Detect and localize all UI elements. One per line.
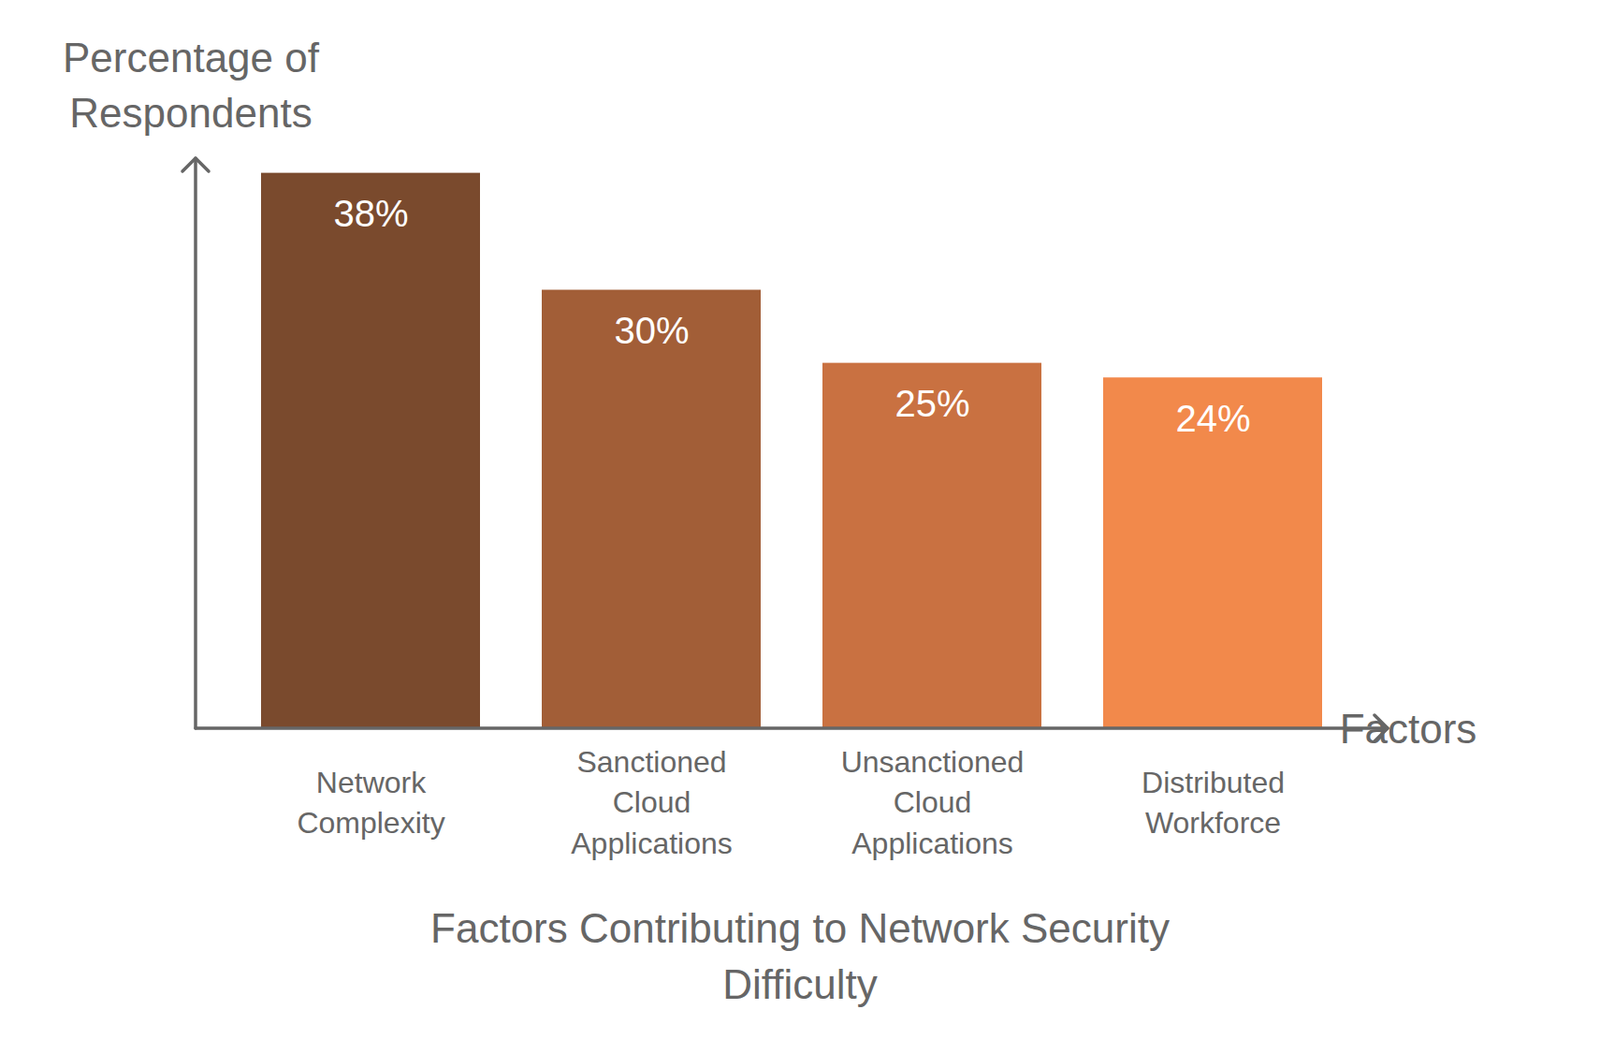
- svg-text:38%: 38%: [333, 192, 408, 234]
- html-text:Percentage of Respondents: Percentage of Respondents: [62, 34, 320, 136]
- svg-text:SanctionedCloudApplications: SanctionedCloudApplications: [570, 744, 733, 859]
- svg-text:UnsanctionedCloudApplications: UnsanctionedCloudApplications: [841, 744, 1025, 859]
- svg-text:DistributedWorkforce: DistributedWorkforce: [1141, 765, 1285, 840]
- svg-text:NetworkComplexity: NetworkComplexity: [296, 765, 445, 840]
- svg-text:30%: 30%: [613, 309, 689, 351]
- svg-text:Factors: Factors: [1339, 705, 1478, 752]
- html-text:Factors Contributing to Networ: Factors Contributing to Network Security…: [430, 904, 1170, 1007]
- svg-text:25%: 25%: [894, 382, 970, 424]
- svg-text:24%: 24%: [1175, 397, 1251, 439]
